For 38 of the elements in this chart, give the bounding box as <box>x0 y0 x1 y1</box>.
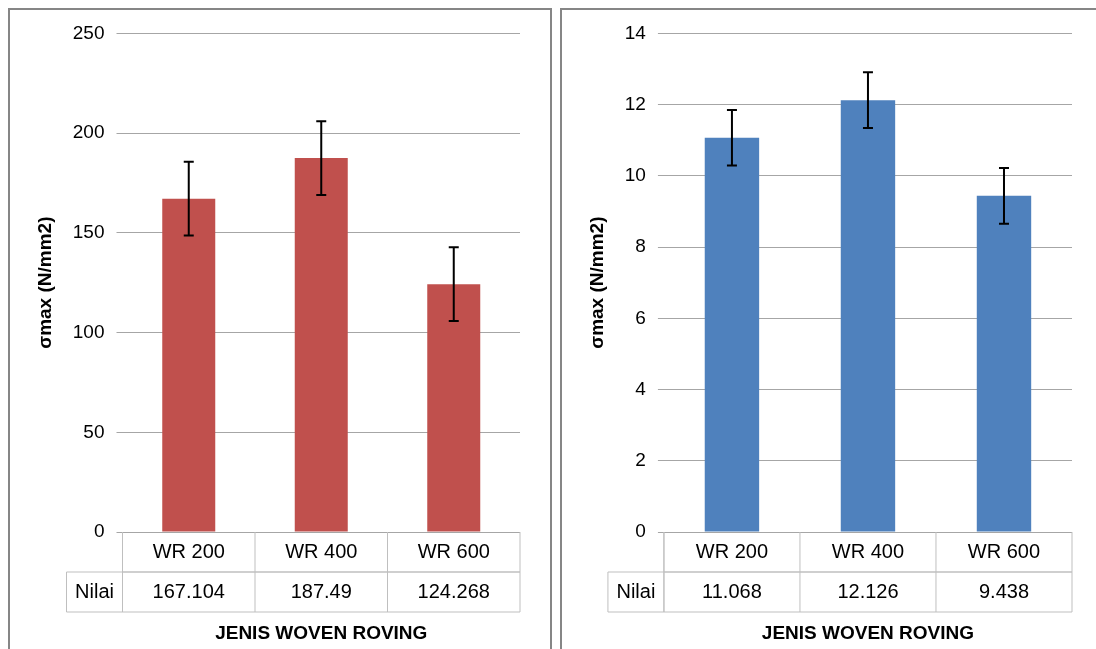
y-tick-label: 8 <box>635 235 646 257</box>
bar <box>704 137 760 532</box>
x-tick-label: WR 400 <box>831 539 905 562</box>
y-tick-label: 2 <box>635 449 646 471</box>
data-label: 124.268 <box>417 579 490 602</box>
x-tick-label: WR 200 <box>695 539 769 562</box>
x-axis-title: JENIS WOVEN ROVING <box>215 622 428 644</box>
y-tick-label: 14 <box>624 21 647 43</box>
y-tick-label: 50 <box>83 420 105 442</box>
y-tick-label: 12 <box>624 92 646 114</box>
y-tick-label: 4 <box>635 377 647 399</box>
bar <box>427 284 481 532</box>
y-tick-label: 6 <box>635 306 646 328</box>
y-tick-label: 200 <box>72 121 105 143</box>
x-axis-title: JENIS WOVEN ROVING <box>761 622 975 644</box>
y-tick-label: 10 <box>624 164 646 186</box>
x-tick-label: WR 600 <box>967 539 1041 562</box>
data-label: 187.49 <box>290 579 352 602</box>
data-label: 12.126 <box>837 579 899 602</box>
y-tick-label: 250 <box>72 21 105 43</box>
y-axis-title: σmax (N/mm2) <box>33 216 55 349</box>
y-tick-label: 100 <box>72 320 105 342</box>
x-tick-label: WR 400 <box>285 539 358 562</box>
data-label: 167.104 <box>152 579 225 602</box>
y-tick-label: 0 <box>635 520 646 542</box>
text: Nilai <box>75 579 114 602</box>
data-label: 9.438 <box>978 579 1030 602</box>
bar <box>162 198 216 532</box>
bar <box>840 100 896 532</box>
bar <box>976 195 1032 532</box>
y-tick-label: 150 <box>72 221 105 243</box>
text: Nilai <box>616 579 656 602</box>
bar <box>294 158 348 532</box>
y-axis-title: σmax (N/mm2) <box>585 216 607 349</box>
x-tick-label: WR 600 <box>417 539 490 562</box>
y-tick-label: 0 <box>93 520 105 542</box>
x-tick-label: WR 200 <box>152 539 225 562</box>
data-label: 11.068 <box>702 579 762 602</box>
